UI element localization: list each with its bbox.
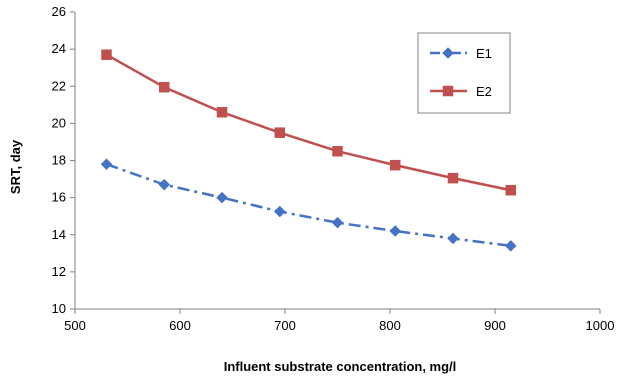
series-line-e2 [105,53,512,192]
data-point-e2 [216,106,228,118]
legend-marker-e1 [442,47,454,59]
series-layer [100,49,517,252]
data-point-e1 [504,240,517,252]
data-point-e2 [332,145,343,157]
x-tick-label: 1000 [586,318,615,333]
data-point-e1 [273,205,286,218]
data-point-e1 [100,158,113,171]
y-tick-label: 24 [52,41,66,56]
data-point-e1 [389,225,402,237]
y-tick-label: 26 [52,4,66,19]
data-point-e2 [159,81,170,93]
legend-item-e1: E1 [430,46,492,61]
x-tick-label: 800 [379,318,401,333]
data-point-e1 [216,191,228,204]
legend-label-e1: E1 [476,46,492,61]
series-e1 [100,158,517,252]
y-tick-label: 16 [52,190,66,205]
series-e2 [101,49,516,196]
data-point-e1 [158,178,171,191]
x-tick-label: 900 [484,318,506,333]
legend-box [417,32,511,114]
x-axis-label: Influent substrate concentration, mg/l [224,359,457,374]
y-axis-label: SRT, day [8,139,23,194]
y-tick-label: 20 [52,115,66,130]
tick-labels: 10 12 14 16 18 20 22 24 26 500 600 700 800 900 1000 [52,4,615,333]
x-tick-label: 600 [169,318,191,333]
legend: E1 E2 [417,32,511,114]
y-tick-label: 12 [52,264,66,279]
legend-items: E1 E2 [430,46,492,99]
data-point-e1 [447,232,459,245]
data-point-e2 [274,127,285,138]
x-tick-label: 500 [64,318,86,333]
y-tick-label: 14 [52,227,66,242]
data-point-e2 [390,159,401,171]
y-tick-label: 10 [52,301,66,316]
series-line-e1 [106,163,511,248]
legend-item-e2: E2 [430,84,492,99]
data-point-e2 [447,172,459,184]
data-point-e1 [331,216,344,229]
axes [70,11,601,314]
y-tick-label: 22 [52,78,66,93]
data-point-e2 [101,49,112,60]
x-tick-label: 700 [274,318,296,333]
legend-marker-e2 [442,85,454,97]
data-point-e2 [505,184,516,196]
y-tick-label: 18 [52,153,66,168]
legend-label-e2: E2 [476,84,492,99]
